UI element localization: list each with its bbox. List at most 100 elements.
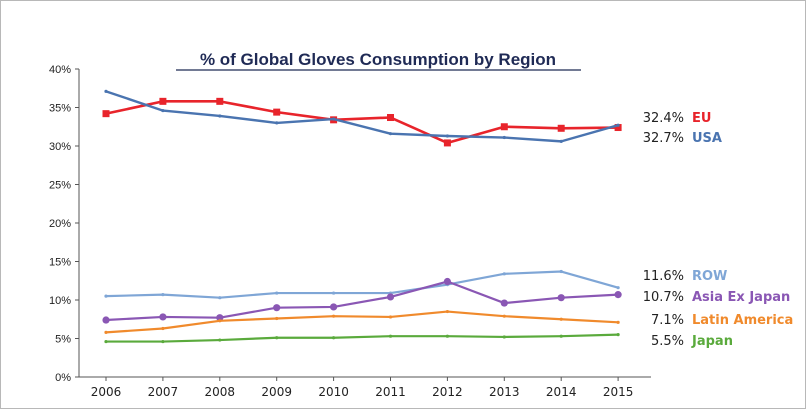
end-value-row: 11.6% <box>643 269 684 284</box>
series-line-latin-america <box>105 310 619 334</box>
data-point-eu <box>159 97 167 105</box>
end-value-usa: 32.7% <box>643 131 684 146</box>
data-point-usa <box>502 135 506 140</box>
axes: 0% 5% 10% 15% 20% 25% 30% 35% 40% 2006 2007 2008 200… <box>49 64 651 399</box>
data-point-latin-america <box>502 314 506 318</box>
data-point-eu <box>273 108 281 116</box>
data-point-latin-america <box>275 316 279 321</box>
x-tick-label: 2008 <box>205 385 236 399</box>
y-tick-label: 40% <box>49 64 71 76</box>
data-point-japan <box>616 333 620 337</box>
series-label-latin-america: Latin America <box>692 313 793 328</box>
data-point-asia-ex-japan <box>330 303 338 311</box>
data-point-row <box>161 293 165 297</box>
data-point-japan <box>275 336 279 340</box>
data-point-latin-america <box>104 330 108 334</box>
y-tick-label: 15% <box>49 257 71 269</box>
y-tick-label: 5% <box>55 334 71 346</box>
data-point-eu <box>500 123 508 131</box>
series-line-row <box>105 270 619 299</box>
chart-title: % of Global Gloves Consumption by Region <box>200 50 556 69</box>
series-usa <box>104 89 620 143</box>
series-line-asia-ex-japan <box>105 280 619 322</box>
end-value-japan: 5.5% <box>651 334 684 349</box>
data-point-usa <box>388 132 393 136</box>
x-tick-label: 2015 <box>603 385 634 399</box>
series-line-japan <box>106 333 619 343</box>
y-tick-label: 10% <box>49 295 71 307</box>
x-tick-label: 2014 <box>546 385 577 399</box>
data-point-row <box>559 269 563 274</box>
y-tick-label: 35% <box>49 103 71 115</box>
series-label-japan: Japan <box>691 334 733 349</box>
data-point-asia-ex-japan <box>557 294 565 302</box>
x-tick-label: 2006 <box>91 385 122 399</box>
data-point-eu <box>102 110 110 118</box>
data-point-asia-ex-japan <box>159 313 167 321</box>
data-point-latin-america <box>218 319 222 323</box>
data-point-japan <box>559 334 563 338</box>
data-point-asia-ex-japan <box>443 277 451 286</box>
data-point-asia-ex-japan <box>500 299 508 307</box>
series-label-usa: USA <box>692 131 722 146</box>
series-label-row: ROW <box>692 269 727 284</box>
data-point-japan <box>104 339 108 344</box>
series-label-eu: EU <box>692 111 711 126</box>
series-asia-ex-japan <box>102 277 622 324</box>
data-point-usa <box>275 121 279 125</box>
data-point-row <box>332 291 336 295</box>
data-point-japan <box>388 334 393 338</box>
series-layer <box>102 89 622 344</box>
data-point-usa <box>161 108 165 113</box>
x-tick-label: 2011 <box>375 385 406 399</box>
y-tick-label: 0% <box>55 372 71 384</box>
data-point-asia-ex-japan <box>273 304 281 312</box>
data-point-row <box>275 291 279 295</box>
data-point-latin-america <box>161 326 165 331</box>
data-point-japan <box>502 335 506 339</box>
series-label-asia-ex-japan: Asia Ex Japan <box>692 290 790 305</box>
series-line-usa <box>105 90 619 143</box>
end-value-latin-america: 7.1% <box>651 313 684 328</box>
data-point-latin-america <box>559 317 563 321</box>
y-tick-label: 20% <box>49 218 71 230</box>
y-tick-label: 25% <box>49 180 71 192</box>
data-point-row <box>218 296 222 300</box>
data-point-asia-ex-japan <box>102 316 110 324</box>
data-point-eu <box>557 124 565 132</box>
x-tick-label: 2007 <box>148 385 179 399</box>
series-row <box>104 269 620 300</box>
x-tick-label: 2013 <box>489 385 520 399</box>
series-latin-america <box>104 309 620 334</box>
data-point-asia-ex-japan <box>386 293 395 301</box>
data-point-row <box>502 272 506 276</box>
x-tick-label: 2012 <box>432 385 463 399</box>
data-point-latin-america <box>332 314 336 318</box>
data-point-latin-america <box>388 315 393 319</box>
x-tick-label: 2010 <box>318 385 349 399</box>
data-point-usa <box>218 114 222 118</box>
data-point-usa <box>616 123 620 127</box>
y-tick-label: 30% <box>49 141 71 153</box>
data-point-eu <box>216 97 224 105</box>
data-point-usa <box>445 134 449 138</box>
data-point-usa <box>332 117 336 121</box>
data-point-row <box>104 294 108 298</box>
end-value-eu: 32.4% <box>643 111 684 126</box>
data-point-row <box>616 286 620 290</box>
data-point-usa <box>104 89 108 93</box>
data-point-usa <box>559 139 563 143</box>
x-tick-label: 2009 <box>261 385 292 399</box>
data-point-eu <box>614 124 622 132</box>
data-point-japan <box>218 338 222 342</box>
end-labels: 32.4% EU 32.7% USA 11.6% ROW 10.7% Asia Ex Japa… <box>643 111 794 349</box>
data-point-asia-ex-japan <box>614 291 622 299</box>
data-point-japan <box>332 336 336 340</box>
series-line-eu <box>105 100 619 145</box>
data-point-japan <box>445 334 449 338</box>
data-point-japan <box>161 339 165 344</box>
end-value-asia-ex-japan: 10.7% <box>643 290 684 305</box>
series-japan <box>104 333 620 344</box>
